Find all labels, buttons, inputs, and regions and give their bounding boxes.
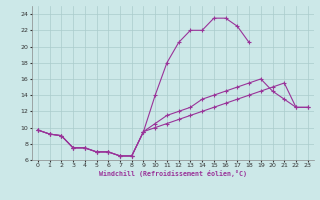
- X-axis label: Windchill (Refroidissement éolien,°C): Windchill (Refroidissement éolien,°C): [99, 170, 247, 177]
